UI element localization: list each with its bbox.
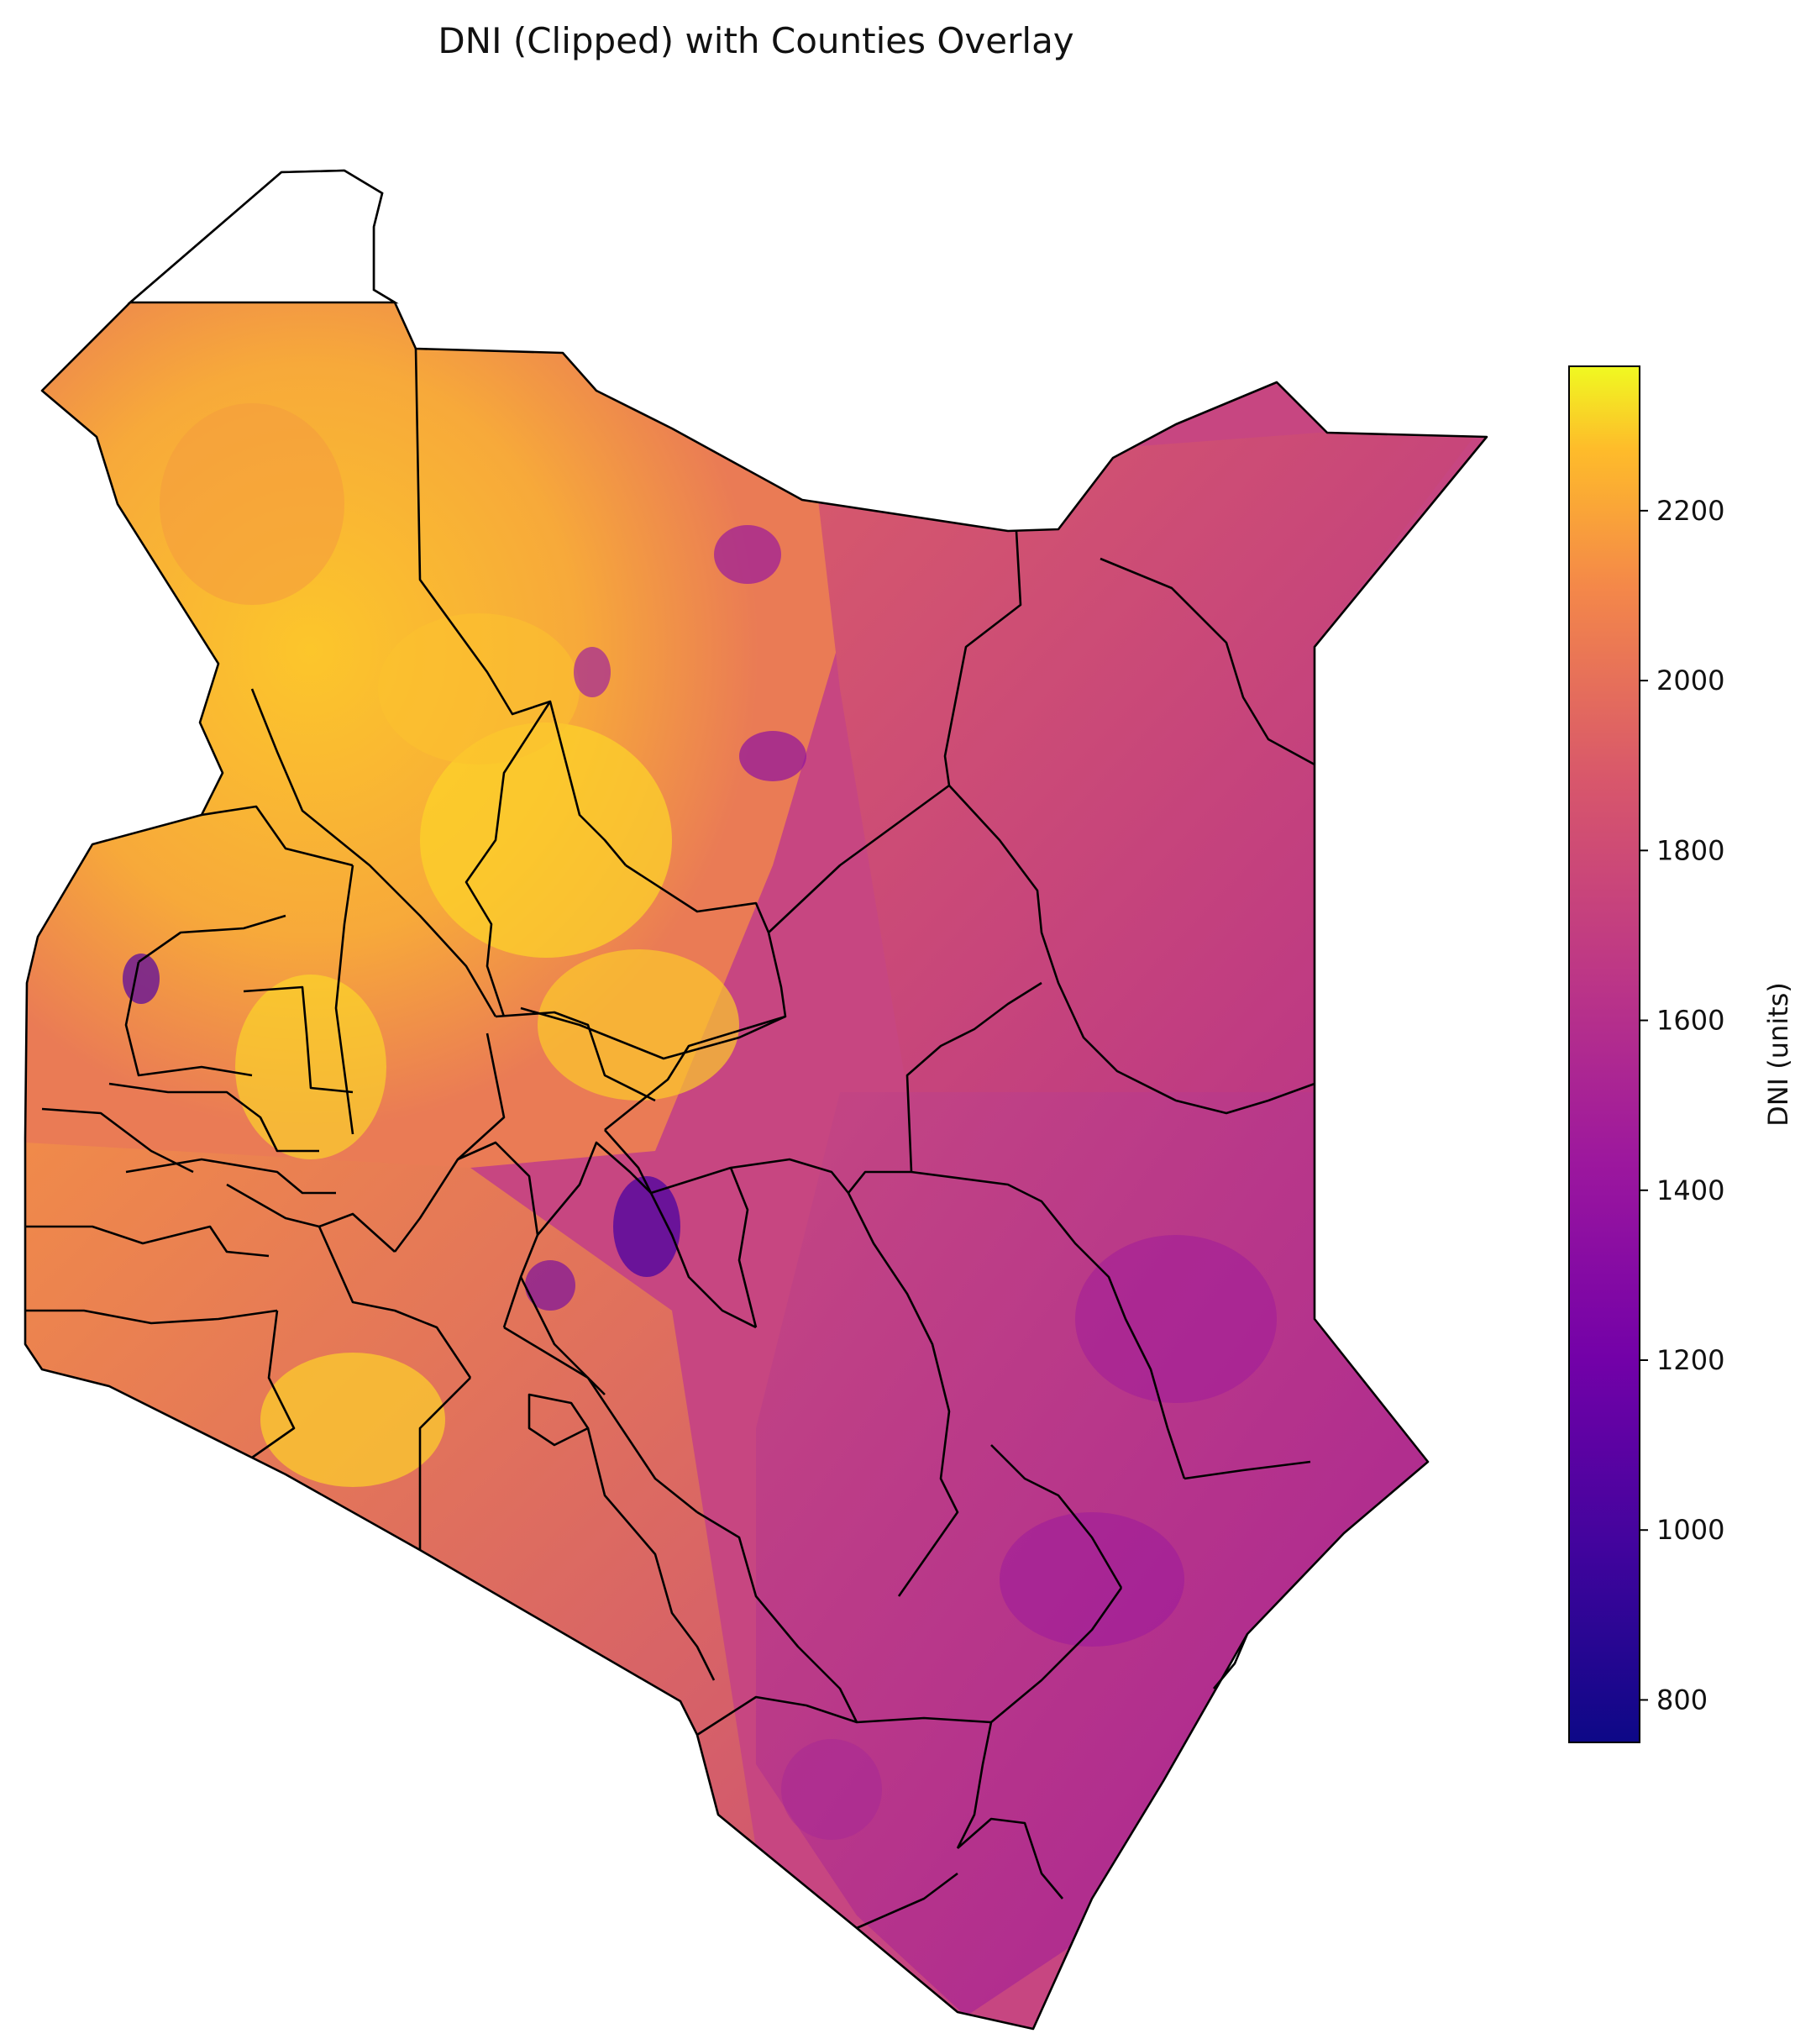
- colorbar-ticks: 800 1000 1200 1400 1600 1800 2000 2200: [1640, 495, 1724, 1716]
- chart-title: DNI (Clipped) with Counties Overlay: [438, 20, 1074, 61]
- colorbar-tick-label: 1200: [1656, 1344, 1724, 1376]
- colorbar-tick-label: 1000: [1656, 1514, 1724, 1546]
- colorbar: 800 1000 1200 1400 1600 1800 2000 2200 DNI (uni…: [1568, 365, 1794, 1743]
- colorbar-gradient: [1568, 365, 1640, 1743]
- colorbar-tick-label: 1600: [1656, 1005, 1724, 1037]
- dni-raster: [25, 302, 1487, 2029]
- colorbar-tick-label: 1400: [1656, 1174, 1724, 1206]
- county-boundaries: [24, 169, 1488, 2031]
- colorbar-tick-label: 2000: [1656, 665, 1724, 696]
- colorbar-label: DNI (units): [1762, 982, 1794, 1127]
- colorbar-tick-label: 1800: [1656, 834, 1724, 866]
- colorbar-tick-label: 800: [1656, 1684, 1708, 1716]
- colorbar-tick-label: 2200: [1656, 495, 1724, 527]
- ilemi-no-data: [127, 169, 399, 304]
